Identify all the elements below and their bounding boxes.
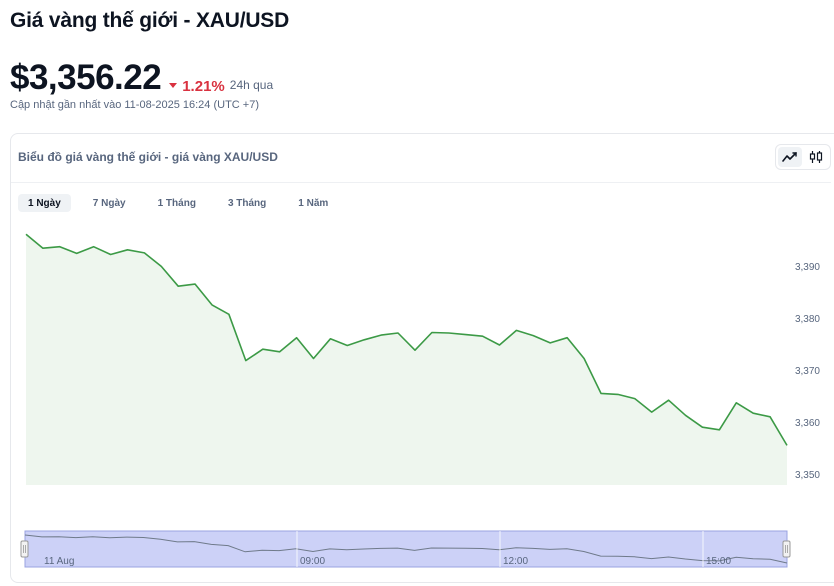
navigator-left-handle[interactable]: [20, 540, 29, 558]
current-price: $3,356.22: [10, 58, 162, 97]
price-area-fill: [26, 234, 787, 485]
y-tick-label: 3,350: [795, 470, 820, 481]
chart-view-toggle: [775, 144, 831, 170]
tab-3-months[interactable]: 3 Tháng: [227, 197, 267, 209]
line-chart-icon[interactable]: [778, 147, 802, 167]
y-tick-label: 3,360: [795, 418, 820, 429]
handle-grip: [20, 540, 29, 558]
chart-card-title: Biểu đồ giá vàng thế giới - giá vàng XAU…: [18, 150, 278, 164]
card-divider: [11, 182, 831, 183]
caret-down-icon: [169, 83, 178, 88]
page-title: Giá vàng thế giới - XAU/USD: [10, 9, 290, 32]
y-tick-label: 3,390: [795, 262, 820, 273]
y-tick-label: 3,380: [795, 314, 820, 325]
navigator-x-label: 15:00: [706, 556, 731, 567]
handle-grip: [782, 540, 791, 558]
tab-1-month[interactable]: 1 Tháng: [157, 197, 196, 209]
price-change: 1.21%: [169, 78, 225, 95]
tab-1-day[interactable]: 1 Ngày: [18, 194, 71, 212]
navigator-line: [24, 534, 788, 564]
tab-7-days[interactable]: 7 Ngày: [92, 197, 126, 209]
y-tick-label: 3,370: [795, 366, 820, 377]
navigator-x-label: 12:00: [503, 556, 528, 567]
price-line: [25, 233, 788, 446]
price-row: $3,356.22 1.21% 24h qua: [10, 58, 273, 98]
candlestick-icon[interactable]: [804, 147, 828, 167]
navigator-right-handle[interactable]: [782, 540, 791, 558]
time-range-tabs: 1 Ngày 7 Ngày 1 Tháng 3 Tháng 1 Năm: [18, 194, 338, 212]
navigator-x-label: 09:00: [300, 556, 325, 567]
price-change-value: 1.21%: [182, 78, 225, 95]
navigator-x-label: 11 Aug: [44, 556, 74, 567]
last-updated-text: Cập nhật gần nhất vào 11-08-2025 16:24 (…: [10, 99, 259, 111]
change-period-label: 24h qua: [229, 78, 274, 92]
tab-1-year[interactable]: 1 Năm: [298, 197, 329, 209]
